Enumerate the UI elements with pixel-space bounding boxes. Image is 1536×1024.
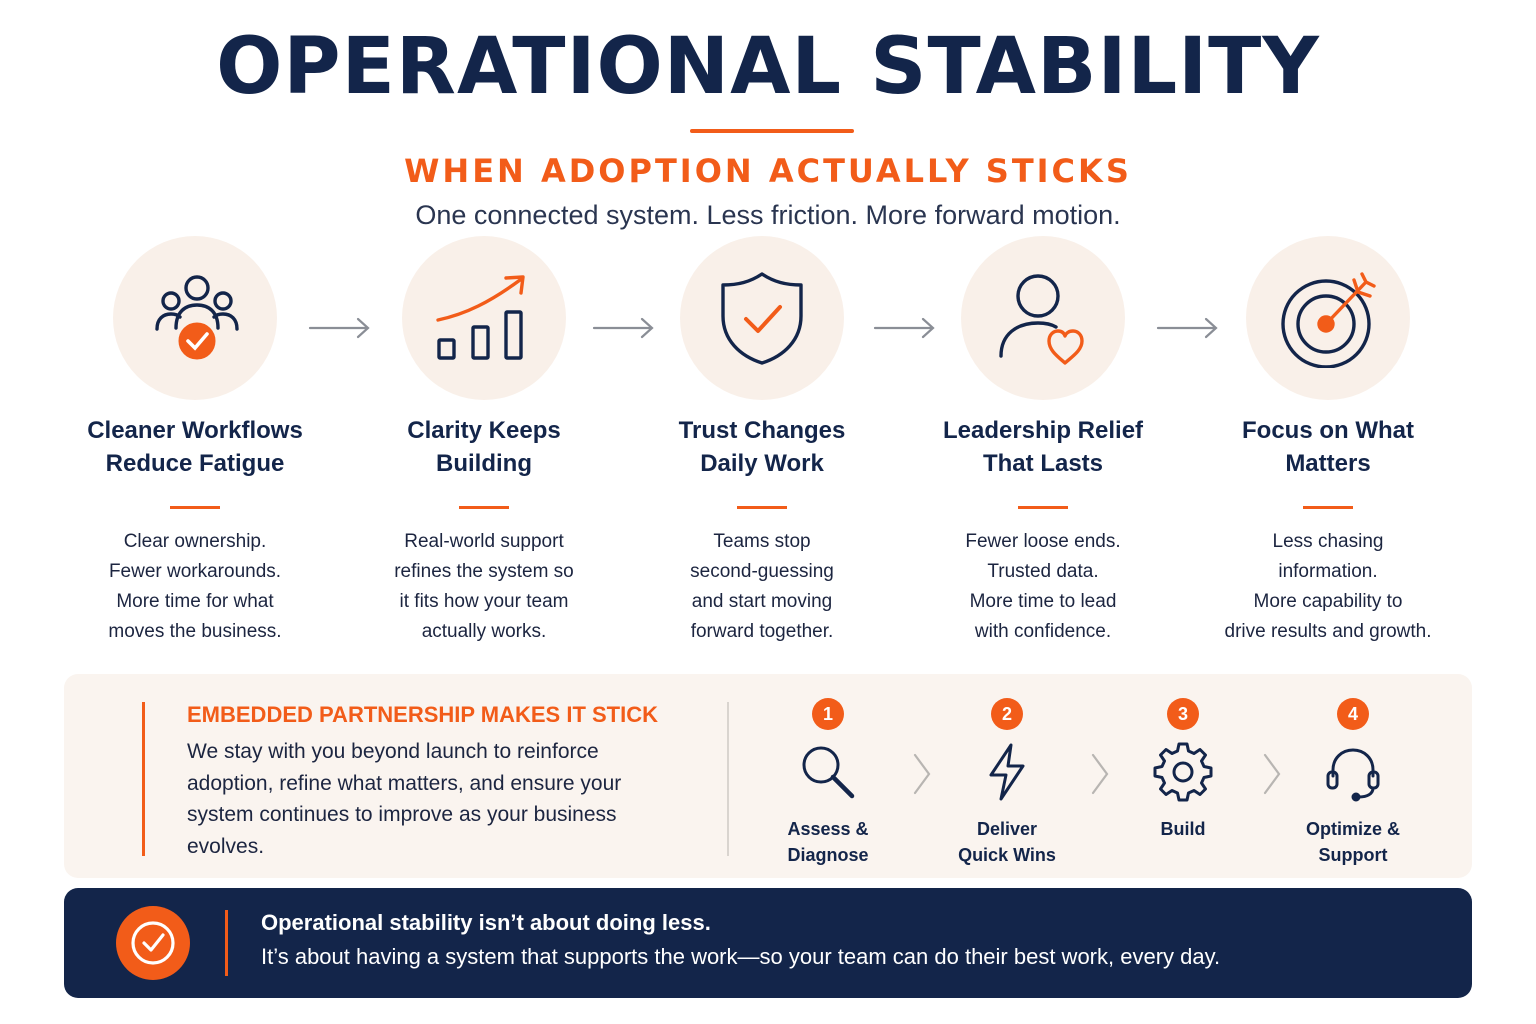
step-description: Real-world support refines the system so… — [394, 531, 574, 642]
step-title: Focus on What Matters — [1242, 417, 1414, 477]
page-tagline: One connected system. Less friction. Mor… — [415, 200, 1121, 230]
chevron-right-icon — [1091, 753, 1109, 795]
partnership-divider — [727, 702, 729, 856]
phase-assess: 1 Assess & Diagnose — [753, 698, 903, 868]
title-underline — [690, 129, 854, 133]
step-divider — [459, 506, 509, 509]
footer-divider — [225, 910, 228, 976]
phase-number-badge: 3 — [1167, 698, 1199, 730]
growth-chart-icon — [436, 275, 525, 360]
step-icon-circle — [402, 236, 566, 400]
phase-deliver: 2 Deliver Quick Wins — [932, 698, 1082, 868]
arrow-right-icon — [592, 317, 654, 339]
partnership-panel — [64, 674, 1472, 878]
step-cleaner-workflows: Cleaner Workflows Reduce Fatigue Clear o… — [45, 236, 345, 647]
chevron-right-icon — [1263, 753, 1281, 795]
target-arrow-icon — [1281, 272, 1376, 368]
headset-icon — [1326, 748, 1380, 802]
phase-label: Assess & Diagnose — [787, 819, 869, 865]
step-divider — [170, 506, 220, 509]
step-trust-changes: Trust Changes Daily Work Teams stop seco… — [612, 236, 912, 647]
team-check-icon — [155, 275, 239, 363]
chevron-right-icon — [913, 753, 931, 795]
phase-optimize: 4 Optimize & Support — [1278, 698, 1428, 868]
step-divider — [1303, 506, 1353, 509]
phase-number-badge: 4 — [1337, 698, 1369, 730]
phase-build: 3 Build — [1108, 698, 1258, 842]
step-description: Less chasing information. More capabilit… — [1224, 531, 1432, 642]
step-leadership-relief: Leadership Relief That Lasts Fewer loose… — [893, 236, 1193, 647]
phase-label: Deliver Quick Wins — [958, 819, 1056, 865]
page-subtitle: WHEN ADOPTION ACTUALLY STICKS — [404, 152, 1132, 190]
step-icon-circle — [1246, 236, 1410, 400]
footer-banner — [64, 888, 1472, 998]
gear-icon — [1153, 742, 1213, 802]
step-icon-circle — [113, 236, 277, 400]
step-description: Fewer loose ends. Trusted data. More tim… — [965, 531, 1121, 642]
partnership-accent-bar — [142, 702, 145, 856]
step-title: Trust Changes Daily Work — [678, 417, 846, 477]
phase-number-badge: 2 — [991, 698, 1023, 730]
phase-label: Optimize & Support — [1305, 819, 1400, 865]
arrow-right-icon — [308, 317, 370, 339]
lightning-icon — [989, 743, 1025, 801]
step-icon-circle — [680, 236, 844, 400]
footer-text: It’s about having a system that supports… — [261, 944, 1221, 969]
footer-icon-badge — [116, 906, 190, 980]
phase-number-badge: 1 — [812, 698, 844, 730]
step-title: Leadership Relief That Lasts — [942, 417, 1144, 477]
partnership-heading: EMBEDDED PARTNERSHIP MAKES IT STICK — [187, 702, 659, 727]
partnership-text: We stay with you beyond launch to reinfo… — [187, 740, 622, 858]
page-title: OPERATIONAL STABILITY — [216, 22, 1320, 112]
step-title: Clarity Keeps Building — [407, 417, 561, 477]
arrow-right-icon — [1156, 317, 1218, 339]
step-description: Clear ownership. Fewer workarounds. More… — [108, 531, 282, 642]
footer-heading: Operational stability isn’t about doing … — [261, 910, 711, 935]
phase-label: Build — [1160, 819, 1206, 839]
step-clarity-keeps-building: Clarity Keeps Building Real-world suppor… — [334, 236, 634, 647]
shield-check-icon — [721, 272, 803, 365]
step-title: Cleaner Workflows Reduce Fatigue — [87, 417, 303, 477]
step-focus-on-what-matters: Focus on What Matters Less chasing infor… — [1178, 236, 1478, 647]
step-description: Teams stop second-guessing and start mov… — [690, 531, 834, 642]
step-icon-circle — [961, 236, 1125, 400]
arrow-right-icon — [873, 317, 935, 339]
check-circle-icon — [131, 921, 175, 965]
magnifier-icon — [802, 746, 855, 799]
step-divider — [737, 506, 787, 509]
step-divider — [1018, 506, 1068, 509]
person-heart-icon — [999, 274, 1084, 365]
